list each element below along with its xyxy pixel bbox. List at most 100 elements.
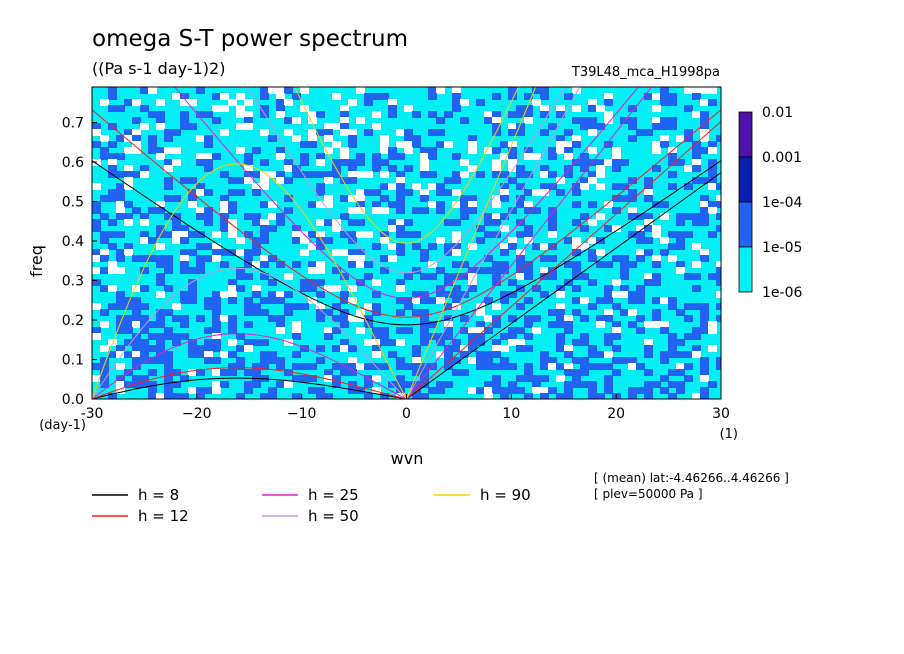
field-cell [420, 273, 429, 280]
field-cell [452, 153, 461, 160]
field-cell [132, 375, 141, 382]
field-cell [100, 237, 109, 244]
field-cell [596, 123, 605, 130]
field-cell [612, 255, 621, 262]
field-cell [668, 99, 677, 106]
field-cell [324, 177, 333, 184]
field-cell [484, 267, 493, 274]
field-cell [380, 195, 389, 202]
y-tick-label: 0.0 [62, 392, 84, 408]
field-cell [524, 375, 533, 382]
field-cell [492, 303, 501, 310]
field-cell [572, 375, 581, 382]
field-cell [644, 273, 653, 280]
field-cell [164, 255, 173, 262]
colorbar-label: 0.001 [762, 150, 802, 166]
field-cell [268, 213, 277, 220]
field-cell [284, 273, 293, 280]
field-cell [244, 159, 253, 166]
field-cell [412, 183, 421, 190]
field-cell [244, 273, 253, 280]
field-cell [236, 393, 245, 399]
field-cell [692, 261, 701, 268]
field-cell [212, 309, 221, 316]
field-cell [556, 303, 565, 310]
field-cell [484, 357, 493, 364]
field-cell [404, 135, 413, 142]
field-cell [332, 225, 341, 232]
field-cell [604, 141, 613, 148]
field-cell [460, 345, 469, 352]
field-cell [348, 363, 357, 370]
field-cell [644, 351, 653, 358]
field-cell [212, 297, 221, 304]
field-cell [140, 171, 149, 178]
field-cell [500, 267, 509, 274]
legend-entry: h = 50 [308, 507, 359, 525]
field-cell [188, 369, 197, 376]
field-cell [388, 147, 397, 154]
field-cell [460, 369, 469, 376]
field-cell [252, 261, 261, 268]
field-cell [484, 387, 493, 394]
field-cell [324, 375, 333, 382]
field-cell [524, 153, 533, 160]
field-cell [452, 243, 461, 250]
field-cell [564, 369, 573, 376]
field-cell [180, 111, 189, 118]
field-cell [140, 321, 149, 328]
field-cell [356, 327, 365, 334]
field-cell [348, 261, 357, 268]
y-tick-label: 0.4 [62, 234, 84, 250]
field-cell [596, 297, 605, 304]
field-cell [220, 381, 229, 388]
field-cell [452, 87, 461, 94]
field-cell [260, 177, 269, 184]
field-cell [548, 183, 557, 190]
field-cell [524, 273, 533, 280]
field-cell [108, 165, 117, 172]
field-cell [444, 321, 453, 328]
field-cell [308, 297, 317, 304]
field-cell [604, 315, 613, 322]
colorbar-swatch [738, 156, 753, 203]
field-cell [364, 321, 373, 328]
field-cell [484, 219, 493, 226]
field-cell [692, 303, 701, 310]
field-cell [588, 237, 597, 244]
field-cell [644, 393, 653, 399]
field-cell [308, 387, 317, 394]
field-cell [516, 339, 525, 346]
field-cell [644, 129, 653, 136]
field-cell [116, 189, 125, 196]
field-cell [364, 381, 373, 388]
axes: -30 −20 −10 0 10 20 300.00.10.20.30.40.50.60.7 [62, 116, 730, 422]
field-cell [92, 225, 101, 232]
field-cell [268, 135, 277, 142]
field-cell [700, 327, 709, 334]
field-cell [396, 189, 405, 196]
field-cell [612, 303, 621, 310]
field-cell [684, 273, 693, 280]
field-cell [556, 291, 565, 298]
field-cell [500, 189, 509, 196]
field-cell [300, 141, 309, 148]
colorbar-swatch [738, 111, 753, 158]
field-cell [508, 291, 517, 298]
field-cell [244, 309, 253, 316]
field-cell [132, 99, 141, 106]
field-cell [252, 249, 261, 256]
field-cell [716, 195, 721, 202]
field-cell [236, 177, 245, 184]
field-cell [148, 333, 157, 340]
field-cell [372, 303, 381, 310]
field-cell [572, 105, 581, 112]
field-cell [148, 87, 157, 94]
field-cell [692, 111, 701, 118]
field-cell [124, 135, 133, 142]
x-axis-label: wvn [391, 449, 424, 468]
field-cell [476, 339, 485, 346]
field-cell [164, 165, 173, 172]
field-cell [652, 255, 661, 262]
field-cell [700, 375, 709, 382]
